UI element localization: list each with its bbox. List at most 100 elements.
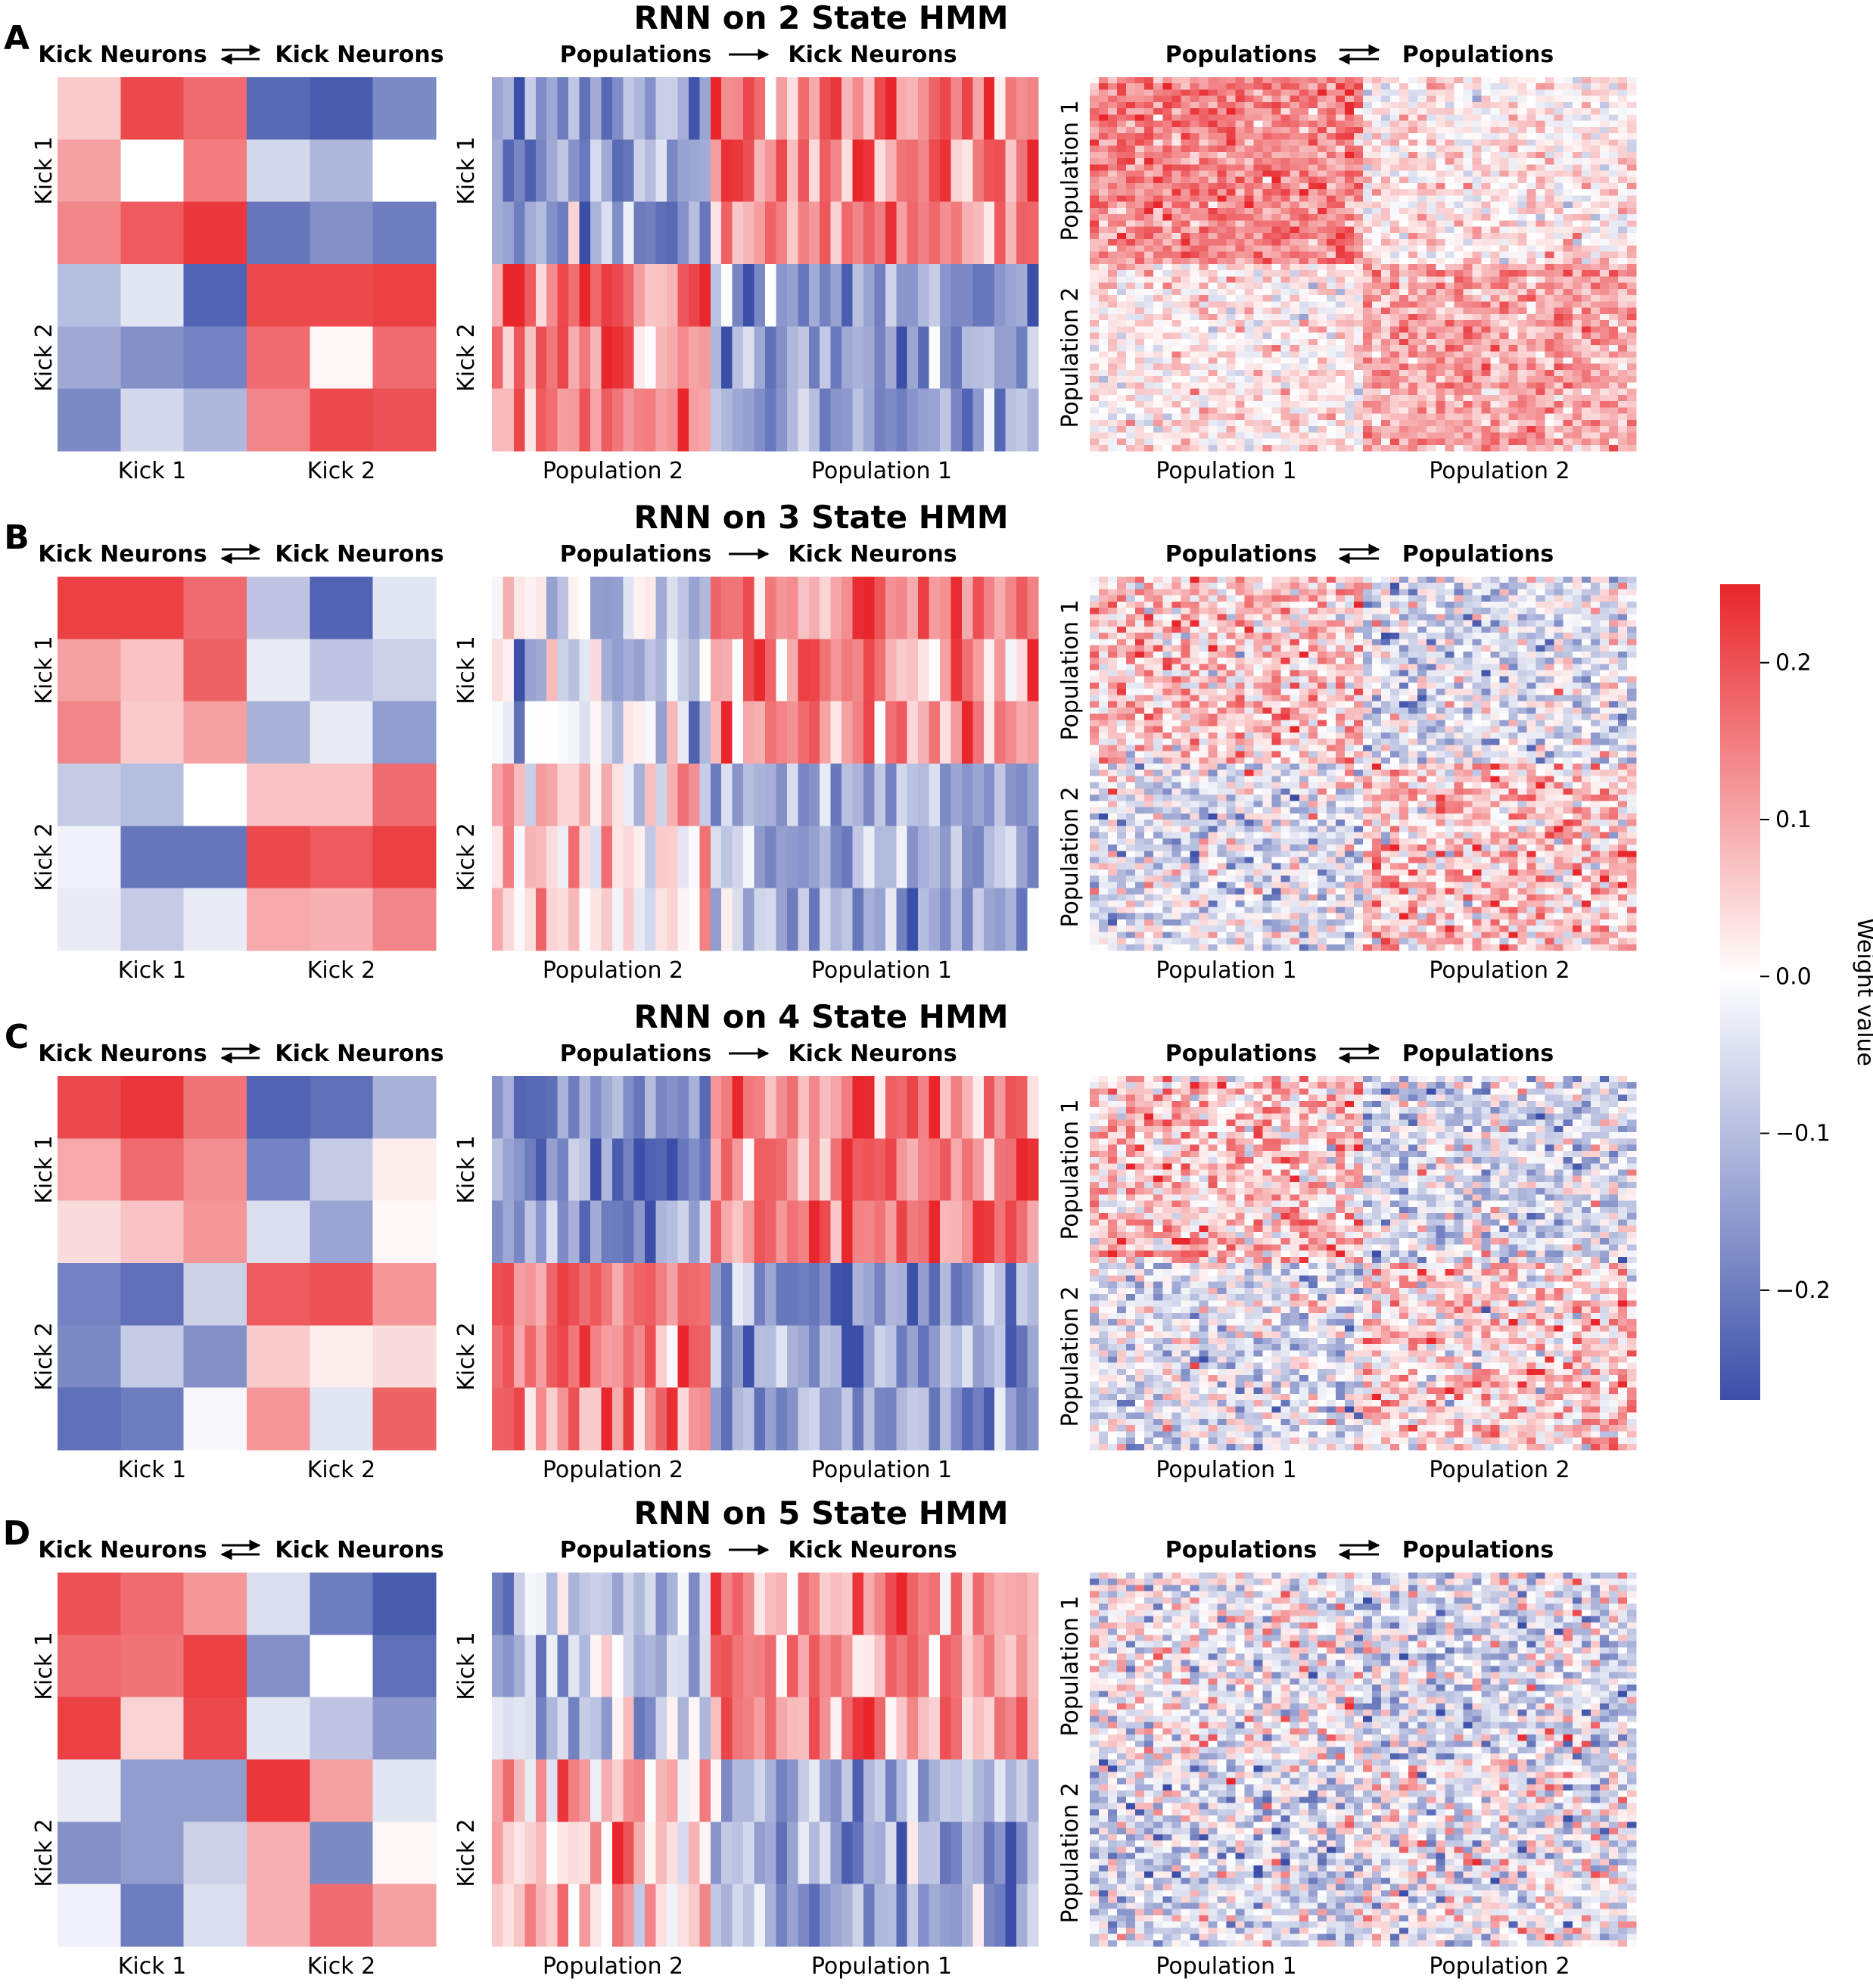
population-population-cell xyxy=(1335,633,1346,639)
population-population-cell xyxy=(1126,83,1136,91)
population-kick-cell xyxy=(852,888,864,951)
population-population-cell xyxy=(1344,626,1355,633)
population-population-cell xyxy=(1090,189,1100,197)
population-population-cell xyxy=(1162,338,1172,346)
population-kick-cell xyxy=(513,388,525,452)
population-population-cell xyxy=(1353,633,1364,639)
population-population-cell xyxy=(1280,388,1291,396)
population-population-cell xyxy=(1271,276,1282,284)
population-population-cell xyxy=(1463,401,1473,408)
population-population-cell xyxy=(1190,595,1199,602)
population-population-cell xyxy=(1463,338,1473,346)
population-population-cell xyxy=(1372,114,1382,122)
population-population-cell xyxy=(1572,338,1582,346)
population-population-cell xyxy=(1599,288,1610,296)
population-population-cell xyxy=(1626,95,1637,103)
population-kick-cell xyxy=(710,639,722,702)
population-population-cell xyxy=(1244,239,1255,246)
population-population-cell xyxy=(1381,226,1391,234)
population-population-cell xyxy=(1144,182,1154,190)
population-population-cell xyxy=(1372,438,1382,446)
population-population-cell xyxy=(1545,326,1555,334)
population-population-cell xyxy=(1445,120,1455,128)
kick-kick-cell xyxy=(183,826,247,889)
population-population-cell xyxy=(1153,270,1163,278)
population-population-cell xyxy=(1235,133,1246,140)
population-population-cell xyxy=(1535,114,1546,122)
population-population-cell xyxy=(1427,639,1436,646)
population-population-cell xyxy=(1463,232,1473,240)
population-population-cell xyxy=(1554,245,1564,253)
population-population-cell xyxy=(1363,589,1373,596)
population-population-cell xyxy=(1481,295,1492,302)
population-population-cell xyxy=(1626,170,1637,178)
population-population-cell xyxy=(1372,351,1382,359)
population-population-cell xyxy=(1626,394,1637,402)
population-population-cell xyxy=(1563,307,1573,315)
population-population-cell xyxy=(1208,595,1218,602)
population-population-cell xyxy=(1280,376,1291,384)
population-kick-cell xyxy=(611,764,624,826)
kick-kick-cell xyxy=(120,764,185,826)
population-population-cell xyxy=(1326,226,1336,234)
population-population-cell xyxy=(1353,595,1364,602)
population-population-cell xyxy=(1363,432,1373,440)
population-population-cell xyxy=(1253,264,1264,271)
population-population-cell xyxy=(1608,351,1619,359)
population-kick-cell xyxy=(885,264,897,327)
population-population-cell xyxy=(1445,245,1455,253)
population-kick-cell xyxy=(951,264,963,327)
population-population-cell xyxy=(1390,401,1400,408)
population-population-cell xyxy=(1545,108,1555,115)
header-right: Populations xyxy=(1402,42,1554,68)
population-population-cell xyxy=(1244,270,1255,278)
population-kick-cell xyxy=(492,77,504,140)
population-kick-cell xyxy=(765,326,777,390)
population-population-cell xyxy=(1436,245,1445,253)
population-population-cell xyxy=(1372,583,1382,590)
population-population-cell xyxy=(1472,363,1483,371)
population-population-cell xyxy=(1317,226,1327,234)
population-kick-cell xyxy=(655,764,667,826)
population-population-cell xyxy=(1445,226,1455,234)
population-population-cell xyxy=(1308,639,1318,646)
population-kick-cell xyxy=(492,826,504,889)
population-population-cell xyxy=(1326,251,1336,259)
population-population-cell xyxy=(1581,369,1591,377)
population-population-cell xyxy=(1554,595,1564,602)
population-population-cell xyxy=(1162,232,1172,240)
population-population-cell xyxy=(1190,276,1199,284)
population-population-cell xyxy=(1126,264,1136,271)
population-population-cell xyxy=(1290,444,1300,452)
population-population-cell xyxy=(1090,444,1100,452)
population-population-cell xyxy=(1581,413,1591,421)
population-population-cell xyxy=(1090,232,1100,240)
population-population-cell xyxy=(1526,108,1537,115)
population-population-cell xyxy=(1344,139,1355,147)
population-population-cell xyxy=(1144,639,1154,646)
population-population-cell xyxy=(1126,639,1136,646)
population-population-cell xyxy=(1417,95,1427,103)
population-kick-cell xyxy=(743,701,755,764)
population-kick-cell xyxy=(590,639,602,702)
population-population-cell xyxy=(1581,357,1591,365)
population-population-cell xyxy=(1526,176,1537,184)
population-kick-cell xyxy=(623,701,635,764)
population-population-cell xyxy=(1217,394,1227,402)
population-population-cell xyxy=(1626,382,1637,390)
population-population-cell xyxy=(1153,633,1163,639)
population-population-cell xyxy=(1217,426,1227,433)
population-population-cell xyxy=(1526,413,1537,421)
population-population-cell xyxy=(1326,257,1336,265)
population-population-cell xyxy=(1545,101,1555,109)
population-population-cell xyxy=(1481,438,1492,446)
population-population-cell xyxy=(1162,239,1172,246)
population-population-cell xyxy=(1490,639,1501,646)
population-population-cell xyxy=(1217,413,1227,421)
population-population-cell xyxy=(1235,139,1246,147)
population-population-cell xyxy=(1253,401,1264,408)
population-population-cell xyxy=(1417,357,1427,365)
population-population-cell xyxy=(1472,276,1483,284)
population-kick-cell xyxy=(798,701,810,764)
population-population-cell xyxy=(1199,257,1209,265)
